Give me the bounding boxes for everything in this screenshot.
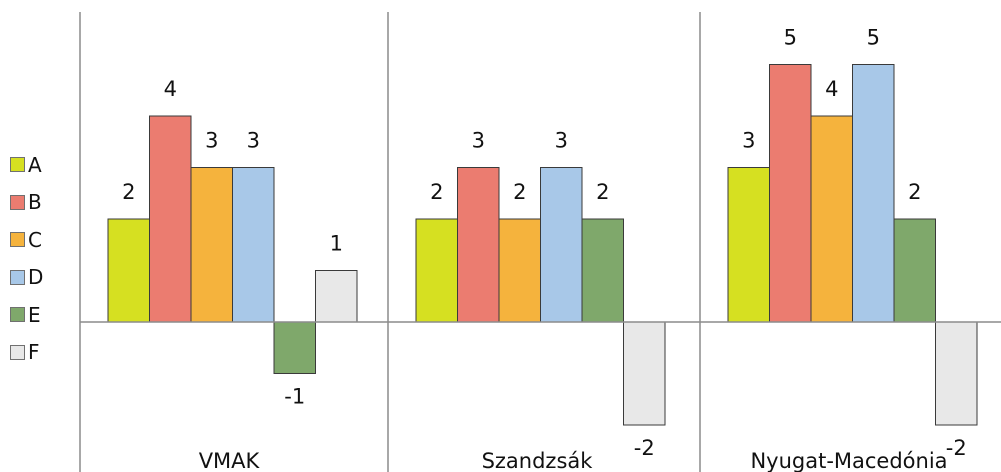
legend-item: E xyxy=(10,296,43,334)
legend-label: D xyxy=(28,265,44,290)
legend-swatch xyxy=(10,157,25,173)
legend-item: C xyxy=(10,221,43,259)
bar-a-3 xyxy=(727,167,770,323)
category-label: Nyugat-Macedónia xyxy=(750,449,947,472)
data-label: 3 xyxy=(555,129,568,153)
bar-e-3 xyxy=(893,218,936,323)
data-label: 2 xyxy=(122,180,135,204)
data-label: 3 xyxy=(742,129,755,153)
category-label: VMAK xyxy=(199,449,261,472)
bar-e-1 xyxy=(273,321,316,374)
data-label: -2 xyxy=(946,436,967,460)
bar-b-3 xyxy=(769,64,812,323)
data-label: 3 xyxy=(472,129,485,153)
legend-label: C xyxy=(28,227,42,252)
data-label: 3 xyxy=(247,129,260,153)
bar-f-2 xyxy=(623,321,666,426)
data-label: 4 xyxy=(825,77,838,101)
bar-c-2 xyxy=(498,218,541,323)
legend-item: A xyxy=(10,146,43,184)
legend-label: B xyxy=(28,190,42,215)
bar-c-3 xyxy=(810,115,853,323)
bar-e-2 xyxy=(581,218,624,323)
bar-f-1 xyxy=(315,270,358,323)
legend-label: A xyxy=(28,152,42,177)
data-label: 2 xyxy=(430,180,443,204)
bar-d-1 xyxy=(232,167,275,323)
data-label: 4 xyxy=(164,77,177,101)
data-label: 3 xyxy=(205,129,218,153)
legend-swatch xyxy=(10,232,25,248)
data-label: 5 xyxy=(784,26,797,50)
data-label: 1 xyxy=(330,232,343,256)
data-label: -1 xyxy=(284,385,305,409)
data-label: -2 xyxy=(634,436,655,460)
legend-label: E xyxy=(28,302,41,327)
legend-item: F xyxy=(10,334,43,372)
legend-swatch xyxy=(10,269,25,285)
bar-d-2 xyxy=(540,167,583,323)
legend-item: B xyxy=(10,184,43,222)
bar-c-1 xyxy=(190,167,233,323)
data-label: 2 xyxy=(908,180,921,204)
legend-swatch xyxy=(10,344,25,360)
legend-label: F xyxy=(28,340,40,365)
bar-a-2 xyxy=(415,218,458,323)
bar-f-3 xyxy=(935,321,978,426)
legend-item: D xyxy=(10,259,43,297)
category-label: Szandzsák xyxy=(482,449,594,472)
legend-swatch xyxy=(10,194,25,210)
bar-d-3 xyxy=(852,64,895,323)
legend-swatch xyxy=(10,307,25,323)
bar-a-1 xyxy=(107,218,150,323)
data-label: 5 xyxy=(867,26,880,50)
bar-b-2 xyxy=(457,167,500,323)
data-label: 2 xyxy=(513,180,526,204)
data-label: 2 xyxy=(596,180,609,204)
bar-b-1 xyxy=(149,115,192,323)
